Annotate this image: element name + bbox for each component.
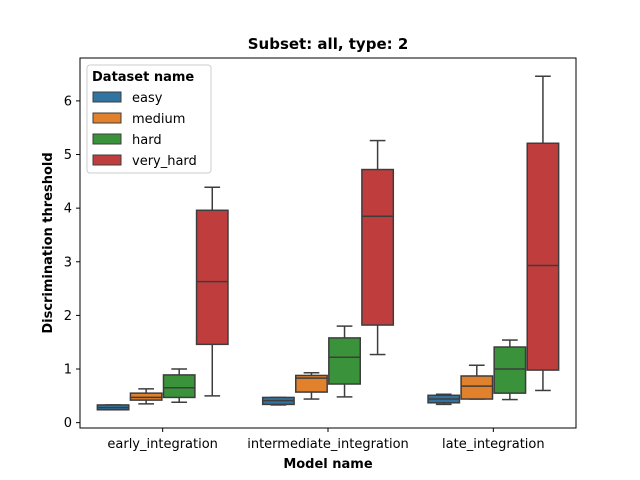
legend-swatch — [92, 133, 122, 145]
y-axis-label: Discrimination threshold — [41, 152, 56, 333]
box-medium-early_integration — [129, 388, 163, 405]
y-tick-label: 2 — [64, 309, 72, 324]
x-tick-label: early_integration — [107, 437, 218, 452]
box-hard-early_integration — [162, 368, 196, 404]
chart-title: Subset: all, type: 2 — [248, 35, 409, 53]
series-hard — [162, 325, 527, 404]
legend-item-very_hard: very_hard — [92, 154, 197, 169]
box-very_hard-late_integration — [526, 75, 560, 392]
y-tick-label: 5 — [64, 148, 72, 163]
iqr-box — [295, 374, 328, 393]
legend-swatch — [92, 91, 122, 103]
legend-items: easy medium hard very_hard — [92, 91, 197, 169]
y-tick-label: 6 — [64, 94, 72, 109]
x-axis: early_integration intermediate_integratio… — [107, 428, 545, 452]
x-tick-label: late_integration — [442, 437, 545, 452]
box-medium-late_integration — [460, 364, 494, 400]
iqr-box — [460, 375, 494, 400]
legend-title: Dataset name — [92, 70, 194, 85]
legend-item-hard: hard — [92, 133, 162, 148]
iqr-box — [162, 374, 196, 399]
y-axis: 0 1 2 3 4 5 6 — [64, 94, 80, 431]
box-hard-late_integration — [493, 339, 527, 401]
legend-label: easy — [132, 91, 163, 106]
iqr-box — [195, 209, 229, 346]
legend-item-medium: medium — [92, 112, 185, 127]
legend-label: hard — [132, 133, 162, 148]
x-tick-label: intermediate_integration — [247, 437, 409, 452]
legend-label: very_hard — [132, 154, 197, 169]
iqr-box — [526, 142, 560, 371]
iqr-box — [328, 337, 361, 385]
box-very_hard-intermediate_integration — [361, 139, 395, 356]
y-tick-label: 4 — [64, 202, 72, 217]
series-easy — [96, 393, 461, 411]
legend-swatch — [92, 154, 122, 166]
x-axis-label: Model name — [283, 457, 373, 472]
legend: Dataset name easy medium hard very_hard — [86, 64, 212, 174]
iqr-box — [129, 392, 163, 401]
plot-area — [96, 75, 560, 411]
series-medium — [129, 364, 494, 405]
box-very_hard-early_integration — [195, 186, 229, 397]
box-easy-intermediate_integration — [261, 396, 295, 406]
y-tick-label: 3 — [64, 255, 72, 270]
legend-swatch — [92, 112, 122, 124]
box-easy-late_integration — [427, 393, 461, 406]
series-very_hard — [195, 75, 560, 397]
legend-label: medium — [132, 112, 185, 127]
box-medium-intermediate_integration — [295, 372, 328, 400]
iqr-box — [493, 346, 527, 394]
box-hard-intermediate_integration — [328, 325, 361, 398]
y-tick-label: 0 — [64, 416, 72, 431]
iqr-box — [361, 168, 395, 326]
y-tick-label: 1 — [64, 363, 72, 378]
legend-item-easy: easy — [92, 91, 163, 106]
box-easy-early_integration — [96, 404, 130, 411]
